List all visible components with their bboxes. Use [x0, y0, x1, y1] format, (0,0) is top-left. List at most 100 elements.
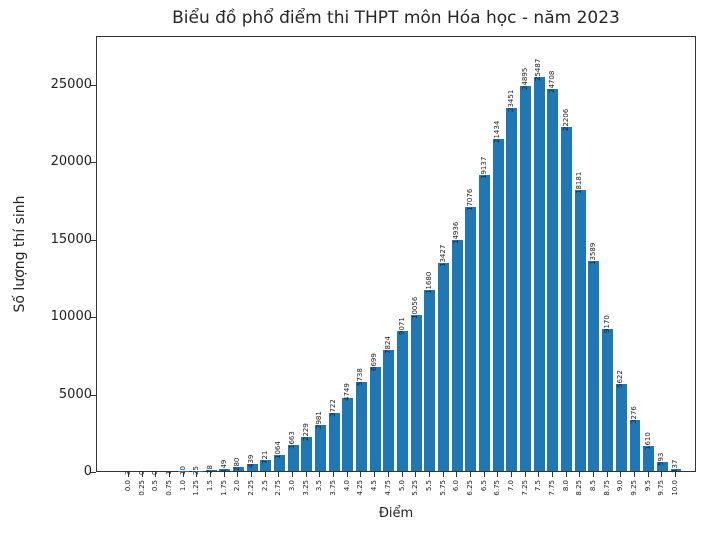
x-tick-label: 9.25	[629, 480, 638, 496]
x-tick-label: 7.5	[534, 480, 543, 492]
x-tick-mark	[264, 472, 266, 477]
bar	[520, 85, 532, 471]
x-tick-label: 4.5	[370, 480, 379, 492]
bar	[369, 367, 381, 471]
bar-value-label: 593	[657, 452, 666, 466]
x-tick-mark	[497, 472, 499, 477]
y-tick-label: 10000	[50, 309, 92, 325]
bar-value-label: 1663	[288, 431, 297, 450]
x-tick-mark	[538, 472, 540, 477]
x-tick-label: 2.0	[233, 480, 242, 492]
bar-value-label: 5738	[356, 368, 365, 387]
y-tick-label: 5000	[58, 386, 92, 402]
y-tick-label: 0	[83, 464, 92, 479]
bar	[424, 290, 436, 471]
x-tick-label: 6.5	[479, 480, 488, 492]
bar-value-label: 5622	[616, 370, 625, 388]
bar	[383, 349, 395, 471]
bar	[287, 445, 299, 471]
bar	[246, 464, 258, 471]
x-tick-mark	[415, 472, 417, 477]
x-tick-mark	[169, 472, 171, 477]
bar-value-label: 11680	[424, 271, 433, 295]
x-tick-label: 10.0	[671, 480, 679, 496]
y-tick-label: 25000	[50, 77, 92, 93]
x-tick-label: 8.25	[575, 480, 584, 496]
x-tick-mark	[524, 472, 526, 477]
x-tick-label: 6.75	[493, 480, 502, 496]
x-tick-mark	[428, 472, 430, 477]
bar	[465, 206, 477, 471]
y-tick-mark	[90, 239, 96, 241]
x-tick-mark	[675, 472, 676, 477]
y-tick-mark	[90, 162, 96, 164]
x-tick-label: 9.75	[657, 480, 666, 496]
bar-value-label: 10056	[411, 297, 420, 320]
x-tick-mark	[237, 472, 239, 477]
bar-value-label: 721	[260, 450, 269, 464]
bar	[205, 469, 217, 471]
x-tick-label: 5.5	[424, 480, 433, 492]
x-tick-mark	[333, 472, 335, 477]
bar-value-label: 2229	[301, 422, 310, 441]
x-tick-label: 1.5	[206, 480, 215, 492]
bar-value-label: 9170	[602, 315, 611, 334]
bar-value-label: 14936	[452, 221, 461, 244]
x-tick-mark	[551, 472, 553, 477]
x-tick-mark	[510, 472, 512, 477]
x-tick-mark	[483, 472, 485, 477]
x-tick-mark	[360, 472, 362, 477]
x-tick-mark	[155, 472, 157, 477]
bar	[615, 384, 627, 471]
x-tick-mark	[456, 472, 458, 477]
bar	[342, 397, 354, 471]
bar	[479, 174, 491, 471]
x-tick-label: 1.25	[192, 480, 201, 496]
bar	[547, 88, 559, 471]
y-tick-label: 20000	[50, 154, 92, 170]
x-tick-label: 5.0	[397, 480, 406, 492]
bar-value-label: 280	[233, 457, 242, 471]
x-axis-label: Điểm	[378, 506, 414, 521]
bar-value-label: 1064	[274, 440, 283, 459]
x-tick-label: 5.25	[411, 480, 420, 496]
x-tick-mark	[647, 472, 649, 477]
x-tick-mark	[305, 472, 307, 477]
x-tick-label: 0.25	[137, 480, 146, 496]
x-tick-mark	[387, 472, 389, 477]
bar	[643, 446, 655, 471]
bar	[602, 329, 614, 471]
bar	[451, 239, 463, 471]
y-tick-mark	[90, 317, 96, 319]
bar-value-label: 13427	[438, 244, 447, 268]
x-tick-label: 0.75	[165, 480, 174, 496]
bar-value-label: 23451	[506, 89, 515, 113]
x-tick-label: 3.0	[288, 480, 297, 492]
x-tick-label: 3.25	[301, 480, 310, 496]
bar	[506, 108, 518, 471]
x-tick-mark	[633, 472, 635, 477]
y-tick-label: 15000	[50, 231, 92, 247]
bar-value-label: 22206	[561, 109, 570, 132]
bar	[273, 454, 285, 471]
x-tick-mark	[401, 472, 403, 477]
bar	[356, 382, 367, 471]
y-tick-mark	[90, 394, 96, 396]
bar	[438, 263, 449, 471]
bar	[588, 260, 600, 471]
bar	[397, 330, 408, 471]
x-tick-mark	[210, 472, 212, 477]
x-tick-mark	[182, 472, 184, 477]
x-tick-mark	[223, 472, 225, 477]
bar-value-label: 7824	[383, 336, 392, 354]
x-tick-label: 4.25	[356, 480, 365, 496]
x-tick-label: 6.25	[465, 480, 474, 496]
x-tick-label: 8.0	[561, 480, 570, 492]
bar-value-label: 3722	[329, 399, 338, 418]
x-tick-mark	[620, 472, 622, 477]
x-tick-label: 9.5	[643, 480, 652, 492]
bar-value-label: 17076	[465, 188, 474, 211]
bar-value-label: 149	[219, 459, 228, 473]
bar-value-label: 24708	[547, 70, 556, 93]
bar	[328, 413, 340, 471]
